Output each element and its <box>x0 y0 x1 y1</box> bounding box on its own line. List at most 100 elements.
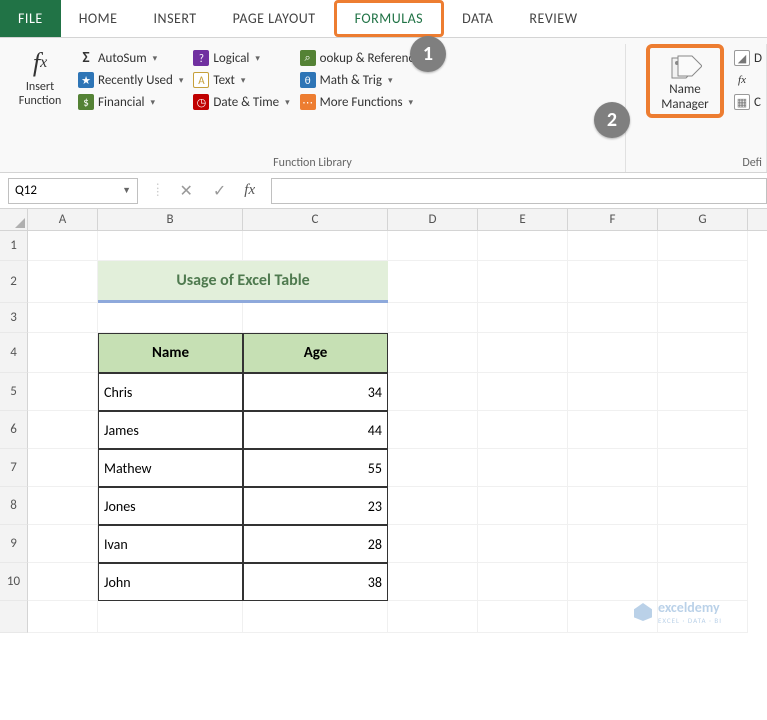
cell[interactable] <box>388 231 478 261</box>
cell[interactable] <box>478 449 568 487</box>
row-header[interactable]: 9 <box>0 525 28 563</box>
cell[interactable] <box>28 333 98 373</box>
table-title[interactable]: Usage of Excel Table <box>98 261 388 303</box>
cell[interactable] <box>98 231 243 261</box>
cell[interactable] <box>388 525 478 563</box>
cell[interactable] <box>658 303 748 333</box>
autosum-button[interactable]: ΣAutoSum▾ <box>78 50 183 66</box>
cell[interactable] <box>28 231 98 261</box>
cell-name[interactable]: Ivan <box>98 525 243 563</box>
row-header[interactable]: 10 <box>0 563 28 601</box>
tab-formulas[interactable]: FORMULAS <box>334 0 445 37</box>
tab-data[interactable]: DATA <box>444 0 511 37</box>
cell[interactable] <box>478 525 568 563</box>
more-functions-button[interactable]: ⋯More Functions▾ <box>300 94 431 110</box>
cell[interactable] <box>243 231 388 261</box>
cell[interactable] <box>658 563 748 601</box>
cell[interactable] <box>658 333 748 373</box>
cell-name[interactable]: Chris <box>98 373 243 411</box>
col-header-f[interactable]: F <box>568 209 658 230</box>
fx-icon[interactable]: fx <box>236 182 263 199</box>
cancel-icon[interactable]: ✕ <box>169 181 202 201</box>
row-header[interactable]: 7 <box>0 449 28 487</box>
cell[interactable] <box>388 411 478 449</box>
cell[interactable] <box>658 487 748 525</box>
chevron-down-icon[interactable]: ▼ <box>122 185 131 196</box>
cell[interactable] <box>478 261 568 303</box>
cell[interactable] <box>243 601 388 633</box>
cell[interactable] <box>388 487 478 525</box>
define-name-partial[interactable]: ◢D <box>734 50 762 66</box>
cell[interactable] <box>568 487 658 525</box>
cell[interactable] <box>388 303 478 333</box>
cell[interactable] <box>478 373 568 411</box>
cell-age[interactable]: 23 <box>243 487 388 525</box>
cell[interactable] <box>28 303 98 333</box>
confirm-icon[interactable]: ✓ <box>203 181 236 201</box>
row-header[interactable]: 2 <box>0 261 28 303</box>
cell-name[interactable]: John <box>98 563 243 601</box>
financial-button[interactable]: $Financial▾ <box>78 94 183 110</box>
cell[interactable] <box>388 601 478 633</box>
tab-page-layout[interactable]: PAGE LAYOUT <box>215 0 334 37</box>
cell[interactable] <box>568 261 658 303</box>
cell[interactable] <box>478 303 568 333</box>
insert-function-button[interactable]: fx Insert Function <box>8 44 72 108</box>
col-header-a[interactable]: A <box>28 209 98 230</box>
cell[interactable] <box>568 525 658 563</box>
table-header-name[interactable]: Name <box>98 333 243 373</box>
col-header-c[interactable]: C <box>243 209 388 230</box>
cell[interactable] <box>658 261 748 303</box>
row-header[interactable]: 8 <box>0 487 28 525</box>
cell-age[interactable]: 28 <box>243 525 388 563</box>
row-header[interactable]: 4 <box>0 333 28 373</box>
cell[interactable] <box>568 231 658 261</box>
col-header-e[interactable]: E <box>478 209 568 230</box>
cell[interactable] <box>568 333 658 373</box>
table-header-age[interactable]: Age <box>243 333 388 373</box>
text-function-button[interactable]: AText▾ <box>193 72 289 88</box>
row-header[interactable]: 3 <box>0 303 28 333</box>
tab-insert[interactable]: INSERT <box>136 0 215 37</box>
cell[interactable] <box>388 373 478 411</box>
cell[interactable] <box>243 303 388 333</box>
cell[interactable] <box>28 487 98 525</box>
cell[interactable] <box>568 373 658 411</box>
cell[interactable] <box>658 449 748 487</box>
date-time-button[interactable]: ◷Date & Time▾ <box>193 94 289 110</box>
tab-review[interactable]: REVIEW <box>511 0 595 37</box>
cell[interactable] <box>658 231 748 261</box>
cell[interactable] <box>478 563 568 601</box>
cell-age[interactable]: 34 <box>243 373 388 411</box>
cell[interactable] <box>388 261 478 303</box>
cell[interactable] <box>478 231 568 261</box>
cell[interactable] <box>658 411 748 449</box>
cell[interactable] <box>478 601 568 633</box>
tab-file[interactable]: FILE <box>0 0 61 37</box>
cell-name[interactable]: Mathew <box>98 449 243 487</box>
cell[interactable] <box>98 601 243 633</box>
cell[interactable] <box>478 333 568 373</box>
select-all-corner[interactable] <box>0 209 28 230</box>
name-box[interactable]: Q12 ▼ <box>8 178 138 204</box>
name-manager-button[interactable]: Name Manager <box>646 44 724 118</box>
cell[interactable] <box>658 373 748 411</box>
cell[interactable] <box>568 411 658 449</box>
cell[interactable] <box>28 373 98 411</box>
cell[interactable] <box>568 563 658 601</box>
cell[interactable] <box>28 411 98 449</box>
cell[interactable] <box>28 261 98 303</box>
cell-name[interactable]: Jones <box>98 487 243 525</box>
cell-name[interactable]: James <box>98 411 243 449</box>
row-header[interactable]: 6 <box>0 411 28 449</box>
col-header-b[interactable]: B <box>98 209 243 230</box>
col-header-g[interactable]: G <box>658 209 748 230</box>
cell[interactable] <box>28 601 98 633</box>
tab-home[interactable]: HOME <box>61 0 136 37</box>
row-header[interactable]: 1 <box>0 231 28 261</box>
cell[interactable] <box>388 563 478 601</box>
col-header-d[interactable]: D <box>388 209 478 230</box>
cell[interactable] <box>28 449 98 487</box>
cell[interactable] <box>658 525 748 563</box>
cell-age[interactable]: 38 <box>243 563 388 601</box>
